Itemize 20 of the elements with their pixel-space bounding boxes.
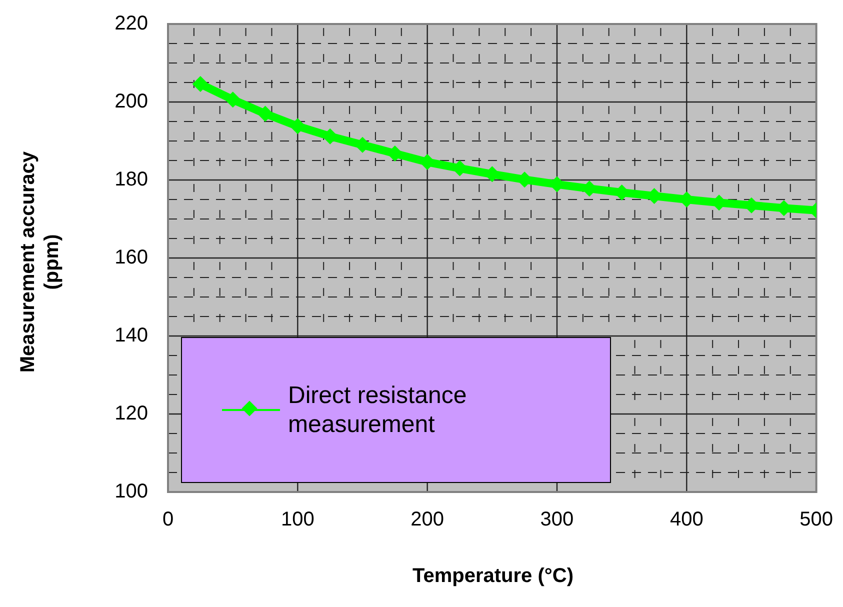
y-tick-label: 180: [114, 168, 148, 191]
x-tick-label: 0: [162, 508, 174, 531]
x-tick-label: 500: [800, 508, 834, 531]
x-tick-label: 100: [280, 508, 314, 531]
point: [224, 92, 241, 108]
x-axis-title: Temperature (°C): [412, 565, 574, 588]
y-tick-label: 200: [114, 90, 148, 113]
y-tick-label: 140: [114, 324, 148, 347]
y-tick-label: 220: [114, 12, 148, 35]
y-tick-label: 100: [114, 480, 148, 503]
x-tick-label: 200: [410, 508, 444, 531]
x-tick-label: 400: [670, 508, 704, 531]
y-tick-label: 160: [114, 246, 148, 269]
legend-box: Direct resistance measurement: [181, 337, 611, 483]
y-tick-label: 120: [114, 402, 148, 425]
point: [192, 76, 208, 92]
y-axis-title: Measurement accuracy (ppm): [16, 150, 64, 375]
x-tick-label: 300: [540, 508, 574, 531]
legend-label: Direct resistance measurement: [288, 381, 468, 439]
point: [257, 106, 274, 122]
